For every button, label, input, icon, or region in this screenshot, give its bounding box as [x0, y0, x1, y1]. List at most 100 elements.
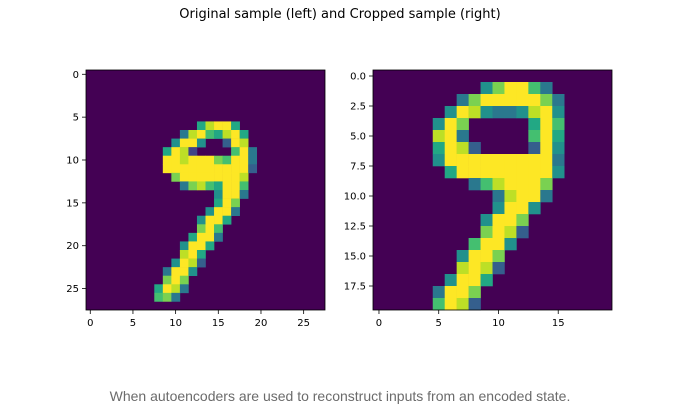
heatmap-cell — [480, 262, 493, 275]
heatmap-cell — [196, 130, 206, 139]
heatmap-cell — [188, 155, 198, 165]
heatmap-cell — [468, 262, 481, 275]
heatmap-cell — [504, 226, 517, 239]
heatmap-cell — [552, 118, 565, 131]
heatmap-cell — [222, 215, 232, 225]
heatmap-cell — [444, 274, 457, 287]
heatmap-cell — [504, 178, 517, 191]
heatmap-cell — [188, 147, 198, 157]
x-tick-label: 0 — [87, 318, 93, 329]
heatmap-cell — [456, 94, 469, 107]
heatmap-cell — [188, 258, 198, 268]
heatmap-cell — [540, 190, 553, 203]
heatmap-cell — [179, 172, 189, 182]
heatmap-cell — [162, 155, 172, 165]
heatmap-cell — [528, 94, 541, 107]
figure-caption: When autoencoders are used to reconstruc… — [109, 388, 571, 404]
heatmap-cell — [179, 181, 189, 191]
heatmap-cell — [205, 164, 215, 174]
heatmap-cell — [179, 241, 189, 251]
heatmap-cell — [196, 121, 206, 131]
heatmap-cell — [468, 154, 481, 167]
heatmap-cell — [171, 284, 181, 294]
heatmap-cell — [492, 226, 505, 239]
heatmap-cell — [171, 258, 181, 268]
y-tick-label: 0.0 — [350, 72, 366, 83]
y-tick-label: 10.0 — [344, 192, 366, 203]
heatmap-cell — [480, 226, 493, 239]
heatmap-cell — [480, 214, 493, 227]
heatmap-cell — [444, 130, 457, 143]
heatmap-cell — [468, 94, 481, 107]
heatmap-cell — [231, 190, 240, 199]
heatmap-cell — [516, 82, 529, 95]
heatmap-cell — [540, 82, 553, 95]
heatmap-cell — [492, 166, 505, 179]
heatmap-cell — [528, 202, 541, 215]
heatmap-cell — [162, 292, 172, 302]
heatmap-cell — [540, 130, 553, 143]
heatmap-cell — [480, 154, 493, 167]
heatmap-cell — [231, 147, 240, 157]
heatmap-cell — [516, 154, 529, 167]
heatmap-cell — [188, 138, 198, 148]
heatmap-cell — [179, 267, 189, 277]
heatmap-cell — [516, 178, 529, 191]
heatmap-cell — [205, 181, 215, 191]
x-tick-label: 15 — [212, 318, 225, 329]
y-tick-label: 0 — [73, 70, 79, 81]
heatmap-cell — [214, 215, 223, 225]
heatmap-cell — [432, 130, 445, 143]
heatmap-cell — [196, 232, 206, 242]
heatmap-cell — [171, 292, 181, 302]
heatmap-cell — [239, 155, 249, 165]
heatmap-cell — [456, 274, 469, 287]
heatmap-cell — [444, 142, 457, 155]
heatmap-cell — [162, 147, 172, 157]
y-tick-label: 5 — [73, 113, 79, 124]
heatmap-cell — [528, 118, 541, 131]
x-tick-label: 25 — [297, 318, 310, 329]
figure: Original sample (left) and Cropped sampl… — [66, 7, 613, 329]
heatmap-cell — [179, 130, 189, 139]
figure-title: Original sample (left) and Cropped sampl… — [179, 7, 500, 22]
heatmap-cell — [492, 238, 505, 251]
heatmap-cell — [239, 130, 249, 139]
heatmap-cell — [188, 172, 198, 182]
heatmap-cell — [456, 166, 469, 179]
heatmap-cell — [492, 190, 505, 203]
heatmap-cell — [468, 106, 481, 119]
heatmap-cell — [492, 154, 505, 167]
heatmap-cell — [188, 241, 198, 251]
heatmap-cell — [222, 121, 232, 131]
heatmap-cell — [492, 106, 505, 119]
heatmap-cell — [528, 178, 541, 191]
heatmap-cell — [528, 142, 541, 155]
heatmap-cell — [540, 166, 553, 179]
heatmap-cell — [540, 154, 553, 167]
heatmap-cell — [214, 198, 223, 208]
heatmap-cell — [231, 130, 240, 139]
heatmap-cell — [456, 262, 469, 275]
heatmap-cell — [444, 118, 457, 131]
heatmap-cell — [432, 298, 445, 311]
heatmap-cell — [205, 172, 215, 182]
x-tick-label: 10 — [492, 318, 505, 329]
heatmap-cell — [492, 214, 505, 227]
heatmap-cell — [179, 275, 189, 285]
heatmap-cell — [468, 250, 481, 263]
heatmap-cell — [516, 214, 529, 227]
x-tick-label: 0 — [376, 318, 382, 329]
heatmap-cell — [516, 202, 529, 215]
x-tick-label: 5 — [436, 318, 442, 329]
heatmap-cell — [456, 298, 469, 311]
heatmap-cell — [516, 190, 529, 203]
heatmap-cell — [179, 164, 189, 174]
heatmap-cell — [492, 178, 505, 191]
heatmap-cell — [528, 190, 541, 203]
heatmap-cell — [231, 198, 240, 208]
heatmap-cell — [444, 106, 457, 119]
heatmap-cell — [205, 241, 215, 251]
heatmap-cell — [214, 172, 223, 182]
heatmap-cell — [214, 190, 223, 199]
